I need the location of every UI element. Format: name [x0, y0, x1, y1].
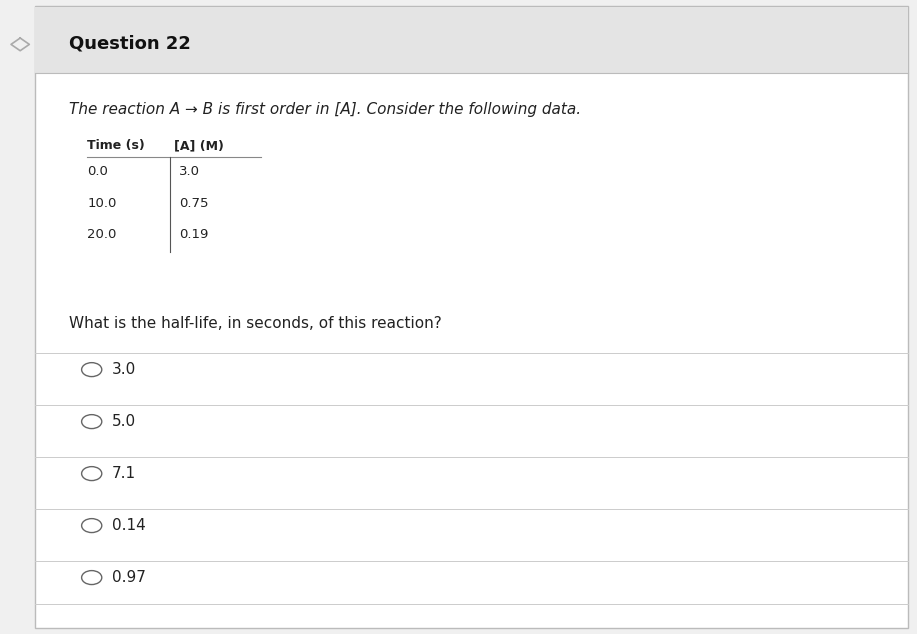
Text: 0.97: 0.97 — [112, 570, 146, 585]
Text: 0.0: 0.0 — [87, 165, 108, 178]
Text: 0.14: 0.14 — [112, 518, 146, 533]
FancyBboxPatch shape — [35, 7, 908, 73]
Text: 5.0: 5.0 — [112, 414, 136, 429]
Text: 0.19: 0.19 — [179, 228, 208, 242]
Text: Question 22: Question 22 — [69, 34, 191, 52]
Text: 0.75: 0.75 — [179, 197, 208, 210]
FancyBboxPatch shape — [35, 6, 908, 628]
Text: The reaction A → B is first order in [A]. Consider the following data.: The reaction A → B is first order in [A]… — [69, 101, 580, 117]
Text: [A] (M): [A] (M) — [174, 139, 224, 152]
Text: 10.0: 10.0 — [87, 197, 116, 210]
Text: Time (s): Time (s) — [87, 139, 145, 152]
Text: 20.0: 20.0 — [87, 228, 116, 242]
Text: 7.1: 7.1 — [112, 466, 136, 481]
Text: 3.0: 3.0 — [112, 362, 136, 377]
Text: 3.0: 3.0 — [179, 165, 200, 178]
Text: What is the half-life, in seconds, of this reaction?: What is the half-life, in seconds, of th… — [69, 316, 441, 331]
